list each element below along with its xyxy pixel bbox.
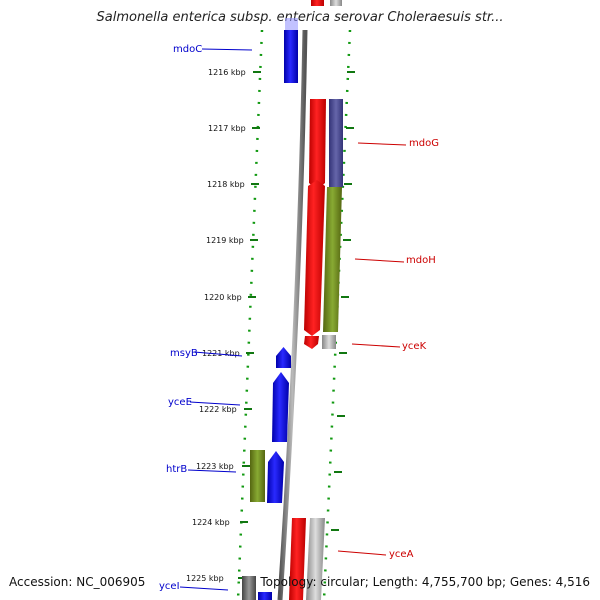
- gene-yceI-plus[interactable]: [258, 592, 272, 600]
- ruler-label-1219: 1219 kbp: [206, 236, 244, 245]
- gene-fragment-top-plus[interactable]: [285, 18, 298, 30]
- gene-mdoH[interactable]: [304, 180, 325, 336]
- ruler-label-1217: 1217 kbp: [208, 124, 246, 133]
- gene-label-mdoH[interactable]: mdoH: [406, 255, 436, 266]
- ruler-label-1225: 1225 kbp: [186, 574, 224, 583]
- map-title: Salmonella enterica subsp. enterica sero…: [96, 10, 504, 25]
- gene-label-msyB[interactable]: msyB: [170, 348, 198, 359]
- gene-mdoC[interactable]: [284, 30, 298, 83]
- gene-yceE[interactable]: [272, 372, 289, 442]
- gene-yceK-minus[interactable]: [304, 336, 319, 349]
- gene-label-mdoG[interactable]: mdoG: [409, 138, 439, 149]
- tick-marks-right: [331, 71, 355, 531]
- gene-fragment-top-gray[interactable]: [330, 0, 342, 6]
- ruler-label-1221: 1221 kbp: [202, 349, 240, 358]
- gene-label-yceA[interactable]: yceA: [389, 549, 414, 560]
- gene-label-mdoC[interactable]: mdoC: [173, 44, 202, 55]
- ruler-label-1218: 1218 kbp: [207, 180, 245, 189]
- ruler-label-1222: 1222 kbp: [199, 405, 237, 414]
- leader-lines-left: [179, 48, 253, 591]
- gene-yceK-gray[interactable]: [322, 335, 336, 349]
- gene-msyB[interactable]: [276, 347, 291, 368]
- ruler-label-1224: 1224 kbp: [192, 518, 230, 527]
- genome-backbone: [277, 29, 308, 600]
- gene-label-yceI[interactable]: yceI: [159, 581, 180, 592]
- gene-htrB-plus[interactable]: [267, 451, 284, 503]
- gene-label-yceK[interactable]: yceK: [402, 341, 427, 352]
- gene-label-yceE[interactable]: yceE: [168, 397, 192, 408]
- ruler-label-1216: 1216 kbp: [208, 68, 246, 77]
- gene-mdoG-purple[interactable]: [329, 99, 343, 187]
- ruler-label-1223: 1223 kbp: [196, 462, 234, 471]
- gene-yceA-gray[interactable]: [306, 518, 325, 600]
- topology-text: Topology: circular; Length: 4,755,700 bp…: [260, 575, 590, 589]
- gene-fragment-top-minus[interactable]: [311, 0, 324, 6]
- accession-text: Accession: NC_006905: [9, 575, 146, 589]
- gene-yceA-minus[interactable]: [289, 518, 306, 600]
- ruler-label-1220: 1220 kbp: [204, 293, 242, 302]
- gene-htrB-olive[interactable]: [250, 450, 265, 502]
- gene-yceI-dark[interactable]: [242, 576, 256, 600]
- gene-label-htrB[interactable]: htrB: [166, 464, 187, 475]
- leader-lines-right: [337, 142, 407, 556]
- gene-mdoG[interactable]: [309, 99, 326, 190]
- gene-mdoH-olive[interactable]: [323, 187, 342, 332]
